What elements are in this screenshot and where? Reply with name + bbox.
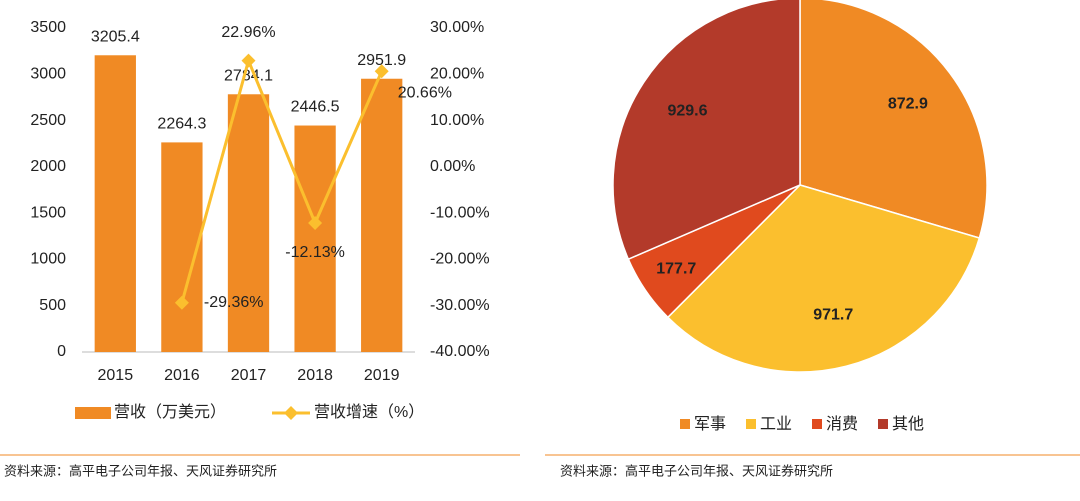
bar-value-label: 2264.3 [157,116,206,133]
legend-swatch [812,419,822,429]
bar [294,125,336,352]
y2-tick-label: 30.00% [430,19,484,36]
y-tick-label: 1500 [30,204,66,221]
y-tick-label: 3500 [30,19,66,36]
x-tick-label: 2019 [364,367,400,384]
y2-tick-label: 0.00% [430,158,475,175]
line-marker [174,295,189,310]
x-tick-label: 2018 [297,367,333,384]
y-tick-label: 500 [39,297,66,314]
y-tick-label: 3000 [30,66,66,83]
pie-slice [666,184,981,373]
bar [94,55,136,352]
line-marker [374,64,389,79]
bar-value-label: 2784.1 [224,67,273,84]
bar-value-label: 2951.9 [357,52,406,69]
bar [227,94,270,353]
pie-value-label: 971.7 [813,307,853,324]
line-value-label: 20.66% [398,84,452,101]
source: 资料来源：高平电子公司年报、天风证券研究所 [560,463,833,478]
x-tick-label: 2016 [164,367,200,384]
legend-label: 营收（万美元） [114,403,226,421]
legend-label: 营收增速（%） [314,403,424,421]
pie-slice [612,0,801,261]
y2-tick-label: -10.00% [430,204,490,221]
pie-value-label: 872.9 [888,96,928,113]
y2-tick-label: -30.00% [430,297,490,314]
legend-swatch [680,419,690,429]
bar-value-label: 3205.4 [91,28,140,45]
pie-value-label: 177.7 [656,260,696,277]
y2-tick-label: 10.00% [430,112,484,129]
bar [361,78,403,352]
legend-swatch [284,406,298,420]
y-tick-label: 1000 [30,251,66,268]
y-tick-label: 2500 [30,112,66,129]
y2-tick-label: 20.00% [430,66,484,83]
legend-swatch [75,407,111,419]
x-tick-label: 2017 [231,367,267,384]
line-marker [241,53,256,68]
legend-label: 军事 [694,415,726,433]
legend-swatch [878,419,888,429]
line-value-label: -29.36% [204,294,264,311]
pie-value-label: 929.6 [667,102,707,119]
bar-value-label: 2446.5 [291,99,340,116]
y2-tick-label: -20.00% [430,251,490,268]
y-tick-label: 0 [57,343,66,360]
x-tick-label: 2015 [98,367,134,384]
legend-label: 工业 [760,415,792,433]
legend-label: 消费 [826,415,858,433]
line [180,55,384,304]
line-value-label: 22.96% [221,24,275,41]
y2-tick-label: -40.00% [430,343,490,360]
legend-swatch [746,419,756,429]
y-tick-label: 2000 [30,158,66,175]
legend-label: 其他 [892,415,924,433]
line-value-label: -12.13% [285,244,345,261]
source: 资料来源：高平电子公司年报、天风证券研究所 [4,463,277,478]
line-marker [308,216,323,231]
pie-slice [799,0,988,239]
